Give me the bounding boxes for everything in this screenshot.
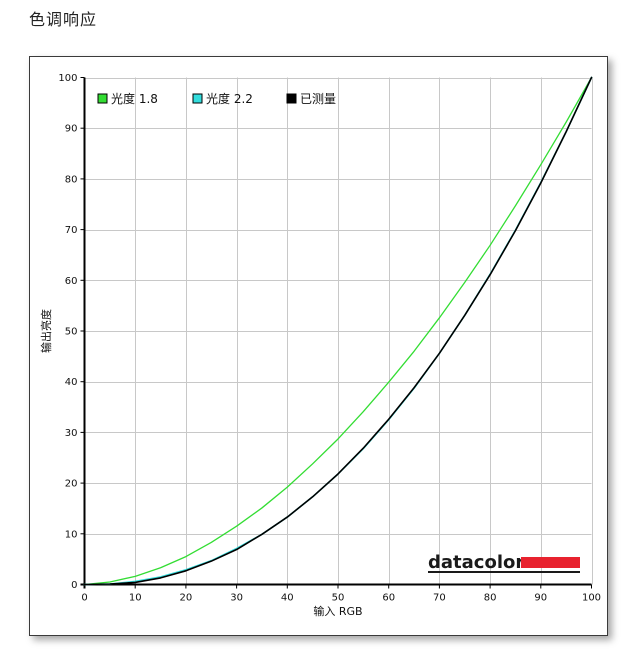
tone-response-chart: 0 10 20 30 40 50 60 70 80 90 100 0 10 20 30 40 50 60 70 80 9… bbox=[39, 73, 601, 618]
y-tick-label-50: 50 bbox=[65, 327, 78, 338]
datacolor-logo: datacolor bbox=[428, 552, 580, 573]
series-lines bbox=[83, 76, 593, 586]
x-tick-label-30: 30 bbox=[230, 593, 243, 604]
datacolor-logo-underline bbox=[428, 571, 580, 573]
y-tick-label-70: 70 bbox=[65, 225, 78, 236]
x-tick-label-0: 0 bbox=[81, 593, 87, 604]
legend-label-3: 已测量 bbox=[300, 92, 336, 106]
y-axis-label: 输出亮度 bbox=[39, 309, 53, 353]
x-tick-label-70: 70 bbox=[433, 593, 446, 604]
y-tick-label-10: 10 bbox=[65, 529, 78, 540]
x-tick-label-100: 100 bbox=[582, 593, 601, 604]
y-tick-label-30: 30 bbox=[65, 428, 78, 439]
legend-swatch-3 bbox=[286, 93, 297, 104]
y-tick-label-20: 20 bbox=[65, 479, 78, 490]
page-title: 色调响应 bbox=[29, 10, 98, 29]
y-tick-label-90: 90 bbox=[65, 124, 78, 135]
y-tick-label-100: 100 bbox=[58, 73, 77, 84]
y-tick-label-0: 0 bbox=[71, 580, 77, 591]
x-tick-label-50: 50 bbox=[332, 593, 345, 604]
y-tick-label-40: 40 bbox=[65, 377, 78, 388]
axes bbox=[80, 77, 592, 589]
series-line-3 bbox=[83, 76, 593, 586]
y-tick-label-60: 60 bbox=[65, 276, 78, 287]
y-tick-label-80: 80 bbox=[65, 174, 78, 185]
datacolor-logo-bar bbox=[521, 557, 580, 568]
x-tick-label-60: 60 bbox=[382, 593, 395, 604]
legend-swatch-2 bbox=[192, 93, 203, 104]
series-line-1 bbox=[83, 76, 593, 586]
datacolor-logo-text: datacolor bbox=[428, 552, 524, 573]
x-tick-label-10: 10 bbox=[129, 593, 142, 604]
tick-labels: 0 10 20 30 40 50 60 70 80 90 100 0 10 20 30 40 50 60 70 80 9… bbox=[58, 73, 601, 604]
tone-response-chart-panel: 0 10 20 30 40 50 60 70 80 90 100 0 10 20 30 40 50 60 70 80 9… bbox=[29, 56, 608, 636]
grid-lines bbox=[84, 77, 593, 585]
legend: 光度 1.8 光度 2.2 已测量 bbox=[97, 91, 336, 106]
legend-swatch-1 bbox=[97, 93, 108, 104]
x-axis-label: 输入 RGB bbox=[313, 604, 362, 618]
x-tick-label-90: 90 bbox=[534, 593, 547, 604]
legend-label-2: 光度 2.2 bbox=[206, 91, 253, 106]
x-tick-label-80: 80 bbox=[484, 593, 497, 604]
x-tick-label-40: 40 bbox=[281, 593, 294, 604]
legend-label-1: 光度 1.8 bbox=[111, 91, 158, 106]
x-tick-label-20: 20 bbox=[180, 593, 193, 604]
